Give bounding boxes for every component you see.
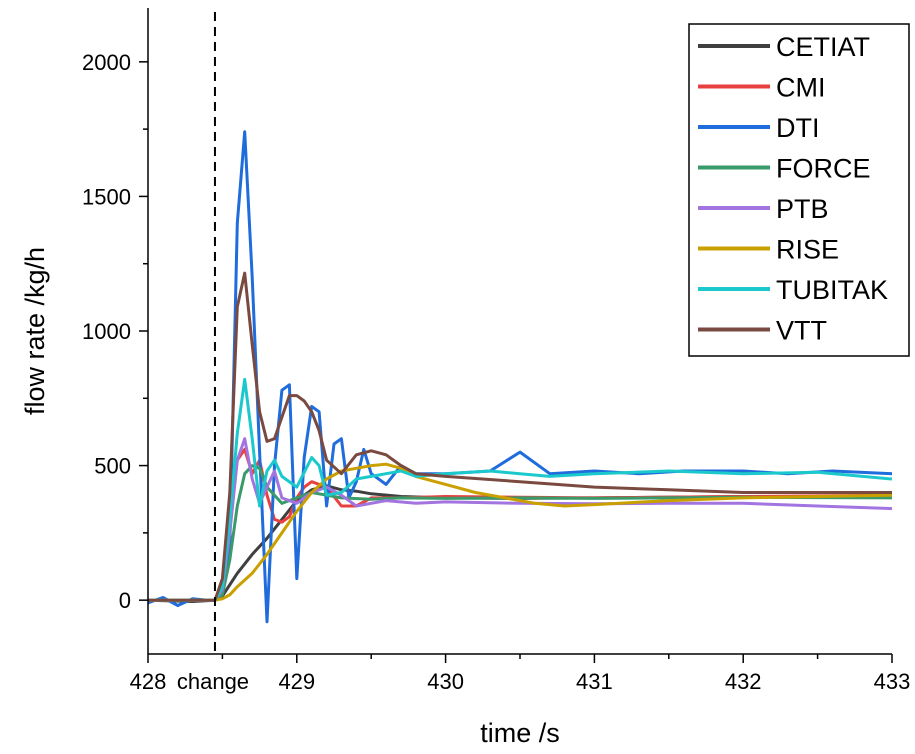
legend-label: PTB — [776, 194, 829, 224]
legend-label: RISE — [776, 235, 839, 265]
x-tick-label: 432 — [725, 669, 762, 694]
series-line-tubitak — [148, 377, 892, 602]
y-axis-title: flow rate /kg/h — [20, 247, 50, 415]
x-tick-labels: 428 429 430 431 432 433 change — [130, 669, 911, 694]
series-layer — [148, 130, 892, 624]
legend-label: CMI — [776, 73, 826, 103]
legend-label: TUBITAK — [776, 275, 888, 305]
y-tick-label: 1500 — [82, 184, 131, 209]
legend-items: CETIAT CMI DTI FORCE PTB RISE TUBITAK VT… — [698, 32, 888, 346]
legend-label: VTT — [776, 316, 827, 346]
y-tick-labels: 0 500 1000 1500 2000 — [82, 50, 131, 613]
legend-label: CETIAT — [776, 32, 870, 62]
x-tick-label: 433 — [874, 669, 911, 694]
x-tick-label: 428 — [130, 669, 167, 694]
legend: CETIAT CMI DTI FORCE PTB RISE TUBITAK VT… — [688, 23, 910, 357]
series-line-rise — [148, 462, 892, 602]
x-axis-title: time /s — [480, 718, 560, 748]
x-tick-label: 430 — [427, 669, 464, 694]
legend-box — [688, 23, 910, 357]
series-line-vtt — [148, 271, 892, 602]
x-tick-label: 429 — [278, 669, 315, 694]
y-tick-label: 2000 — [82, 50, 131, 75]
y-tick-label: 0 — [119, 588, 131, 613]
y-tick-label: 1000 — [82, 319, 131, 344]
x-tick-label: 431 — [576, 669, 613, 694]
y-tick-label: 500 — [94, 454, 131, 479]
legend-label: DTI — [776, 113, 820, 143]
series-line-force — [148, 464, 892, 602]
annotation-label-change: change — [177, 669, 249, 694]
axes-layer — [139, 8, 893, 663]
legend-label: FORCE — [776, 154, 871, 184]
